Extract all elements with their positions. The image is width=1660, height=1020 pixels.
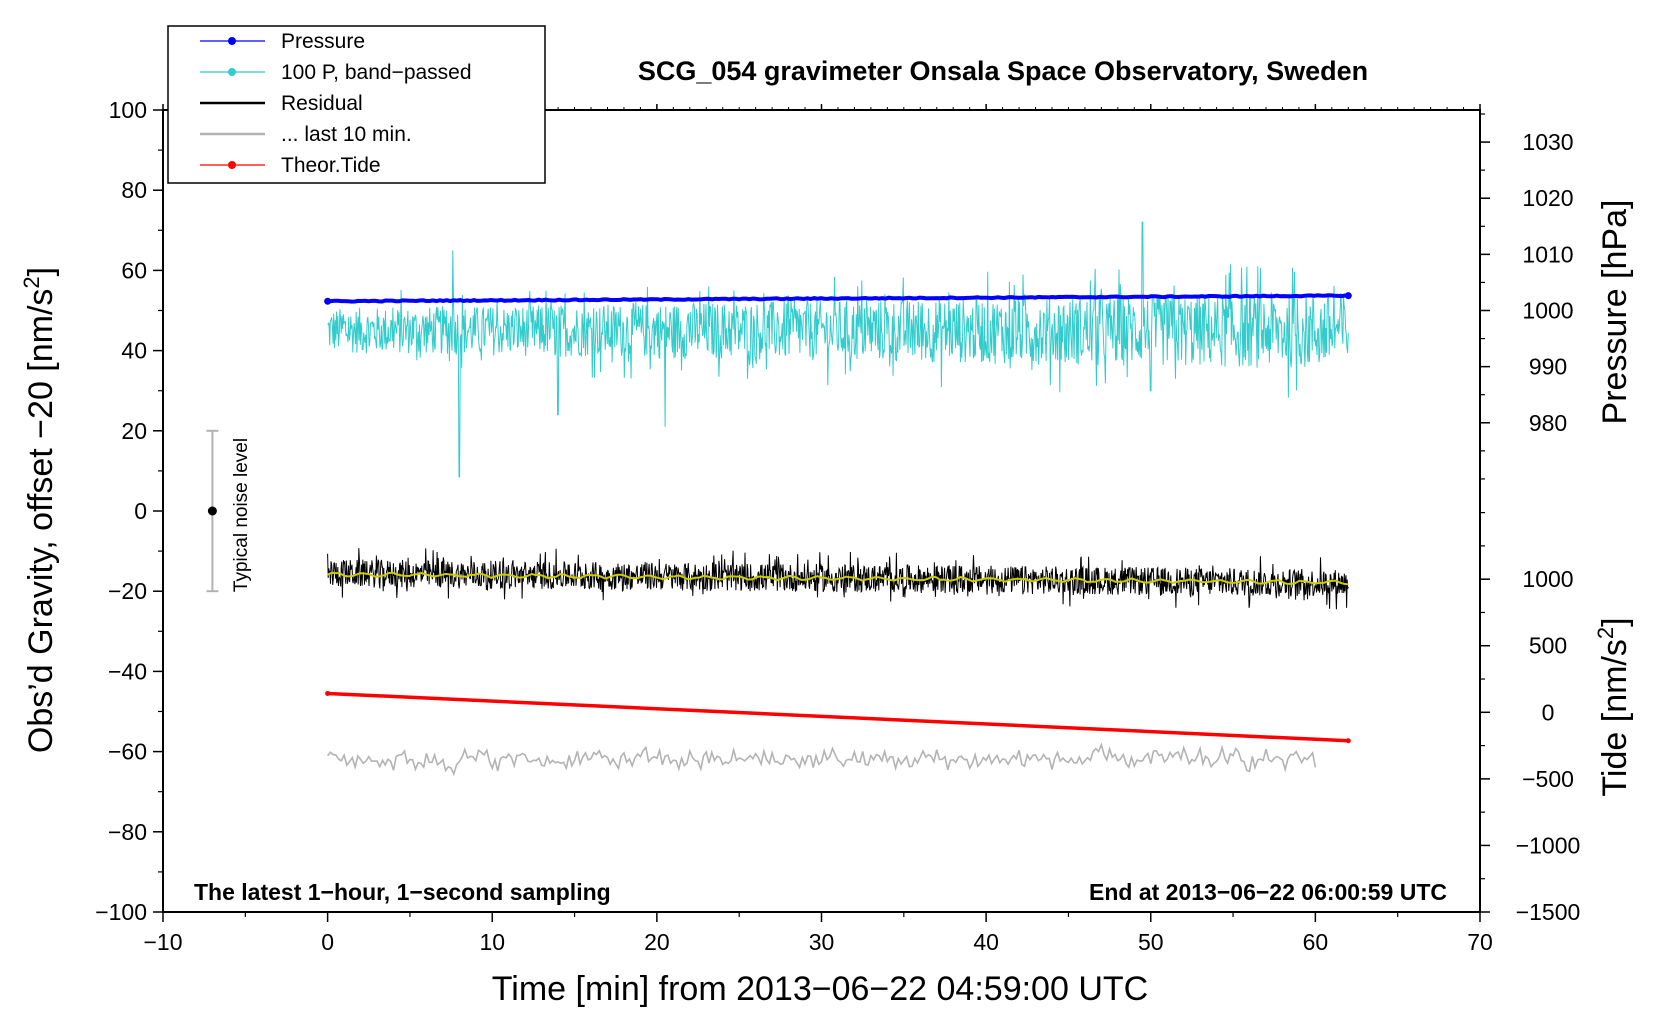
y-tick-label: −80 (108, 819, 147, 845)
x-tick-label: 30 (809, 929, 835, 955)
series-band-passed-line (327, 221, 1349, 478)
tide-tick-label: −1000 (1516, 832, 1581, 858)
y-tick-label: 40 (121, 338, 147, 364)
pressure-tick-label: 1010 (1522, 241, 1573, 267)
y-axis-tide-title-close: ] (1596, 617, 1634, 626)
noise-level-indicator (206, 429, 219, 593)
x-axis: −10 0 10 20 30 40 50 60 70 (143, 104, 1493, 955)
y-axis-left-title-close: ] (22, 267, 60, 276)
x-axis-title: Time [min] from 2013−06−22 04:59:00 UTC (492, 970, 1148, 1008)
y-tick-label: 20 (121, 418, 147, 444)
legend-box (167, 25, 546, 184)
series-residual-line (327, 548, 1349, 610)
x-tick-label: 20 (644, 929, 670, 955)
y-tick-label: −20 (108, 578, 147, 604)
tide-tick-label: 500 (1529, 633, 1567, 659)
series-smoothed-residual-line (327, 571, 1349, 586)
legend: Pressure 100 P, band−passed Residual ... la… (167, 25, 546, 184)
noise-level-label: Typical noise level (231, 438, 252, 592)
y-axis-tide-title-superscript: 2 (1593, 627, 1618, 639)
tide-tick-label: 1000 (1522, 566, 1573, 592)
y-tick-label: 100 (109, 97, 147, 123)
series-pressure-line (327, 293, 1349, 304)
noise-bar-center-point (207, 506, 217, 516)
y-axis-tide-title-text: Tide [nm/s (1596, 639, 1634, 796)
legend-label: Theor.Tide (281, 154, 381, 177)
legend-label: ... last 10 min. (281, 123, 412, 146)
pressure-start-point (324, 297, 332, 305)
x-tick-label: 0 (321, 929, 334, 955)
x-tick-label: 10 (479, 929, 505, 955)
y-axis-left-title: Obs’d Gravity, offset −20 [nm/s2] (19, 267, 60, 753)
series-tide-line (327, 691, 1349, 743)
y-tick-label: 80 (121, 177, 147, 203)
y-tick-label: −60 (108, 739, 147, 765)
tide-end-point (1345, 738, 1351, 744)
legend-label: Pressure (281, 30, 365, 53)
chart-title: SCG_054 gravimeter Onsala Space Observat… (638, 56, 1368, 86)
legend-label: 100 P, band−passed (281, 61, 472, 84)
series-layer (324, 221, 1352, 777)
tide-tick-label: −500 (1522, 766, 1574, 792)
y-axis-left: −100 −80 −60 −40 −20 0 20 40 60 80 100 (95, 97, 163, 925)
pressure-end-point (1344, 292, 1352, 300)
pressure-tick-label: 980 (1529, 410, 1567, 436)
y-axis-pressure: 980 990 1000 1010 1020 1030 (1480, 113, 1574, 480)
y-tick-label: −40 (108, 658, 147, 684)
legend-swatch-marker (228, 37, 236, 45)
x-tick-label: 50 (1138, 929, 1164, 955)
x-tick-label: −10 (143, 929, 182, 955)
y-tick-label: 60 (121, 257, 147, 283)
x-tick-label: 70 (1467, 929, 1493, 955)
y-tick-label: −100 (95, 899, 147, 925)
y-axis-pressure-title: Pressure [hPa] (1596, 200, 1634, 425)
y-axis-left-title-text: Obs’d Gravity, offset −20 [nm/s (22, 289, 60, 754)
series-last-10-min-line (326, 742, 1317, 777)
y-axis-tide: −1500 −1000 −500 0 500 1000 (1480, 512, 1581, 925)
pressure-tick-label: 990 (1529, 354, 1567, 380)
pressure-tick-label: 1000 (1522, 298, 1573, 324)
y-axis-left-title-superscript: 2 (19, 276, 44, 288)
pressure-tick-label: 1020 (1522, 185, 1573, 211)
y-tick-label: 0 (134, 498, 147, 524)
tide-start-point (325, 690, 331, 696)
annotation-sampling: The latest 1−hour, 1−second sampling (194, 879, 611, 905)
legend-label: Residual (281, 92, 363, 115)
tide-tick-label: −1500 (1516, 899, 1581, 925)
annotation-end-time: End at 2013−06−22 06:00:59 UTC (1089, 879, 1447, 905)
x-tick-label: 40 (973, 929, 999, 955)
legend-swatch-marker (228, 161, 236, 169)
pressure-tick-label: 1030 (1522, 129, 1573, 155)
y-axis-tide-title: Tide [nm/s2] (1593, 617, 1634, 796)
tide-tick-label: 0 (1542, 699, 1555, 725)
x-tick-label: 60 (1303, 929, 1329, 955)
legend-swatch-marker (228, 68, 236, 76)
